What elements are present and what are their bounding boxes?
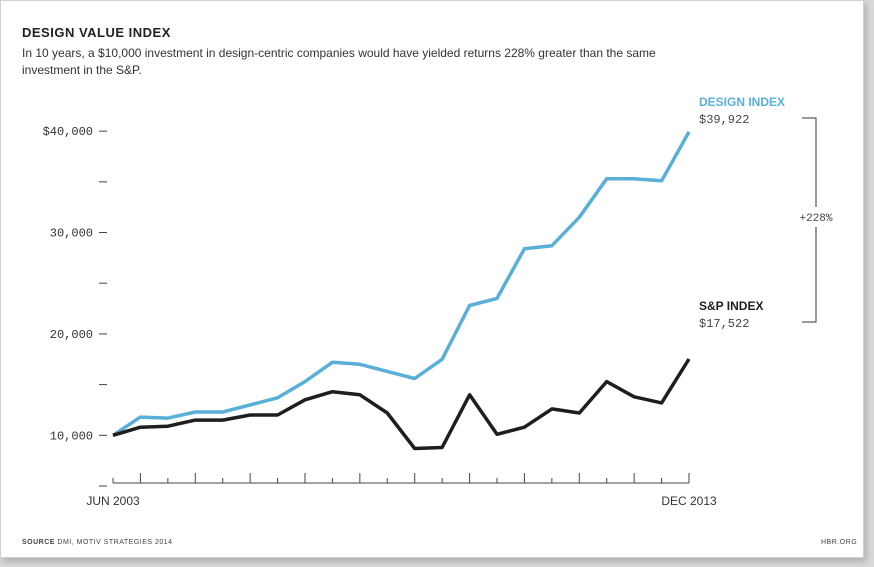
series-label-design-index: DESIGN INDEX (699, 95, 785, 109)
source-label: SOURCE (22, 539, 55, 546)
series-lines (112, 131, 691, 451)
y-axis: $40,000 30,000 20,000 10,000 (43, 125, 107, 487)
x-end-label: DEC 2013 (661, 494, 717, 508)
x-axis (112, 473, 690, 484)
series-line-sp-index (112, 358, 691, 451)
chart-title: DESIGN VALUE INDEX (22, 25, 171, 40)
chart-subtitle: In 10 years, a $10,000 investment in des… (22, 46, 656, 77)
y-tick-label: 30,000 (50, 227, 93, 241)
series-label-sp-index: S&P INDEX (699, 299, 763, 313)
series-line-design-index (112, 131, 691, 437)
source-text: DMI, MOTIV STRATEGIES 2014 (57, 539, 173, 546)
y-tick-label: 10,000 (50, 429, 93, 443)
difference-label-background (787, 207, 845, 227)
x-start-label: JUN 2003 (86, 494, 140, 508)
chart-card: DESIGN VALUE INDEX In 10 years, a $10,00… (0, 0, 864, 558)
difference-label: +228% (799, 213, 832, 225)
source-note: SOURCE DMI, MOTIV STRATEGIES 2014 (22, 539, 173, 546)
series-end-value-design-index: $39,922 (699, 113, 749, 127)
y-tick-label: $40,000 (43, 125, 93, 139)
series-end-value-sp-index: $17,522 (699, 317, 749, 331)
y-tick-label: 20,000 (50, 328, 93, 342)
credit: HBR.ORG (821, 539, 858, 546)
